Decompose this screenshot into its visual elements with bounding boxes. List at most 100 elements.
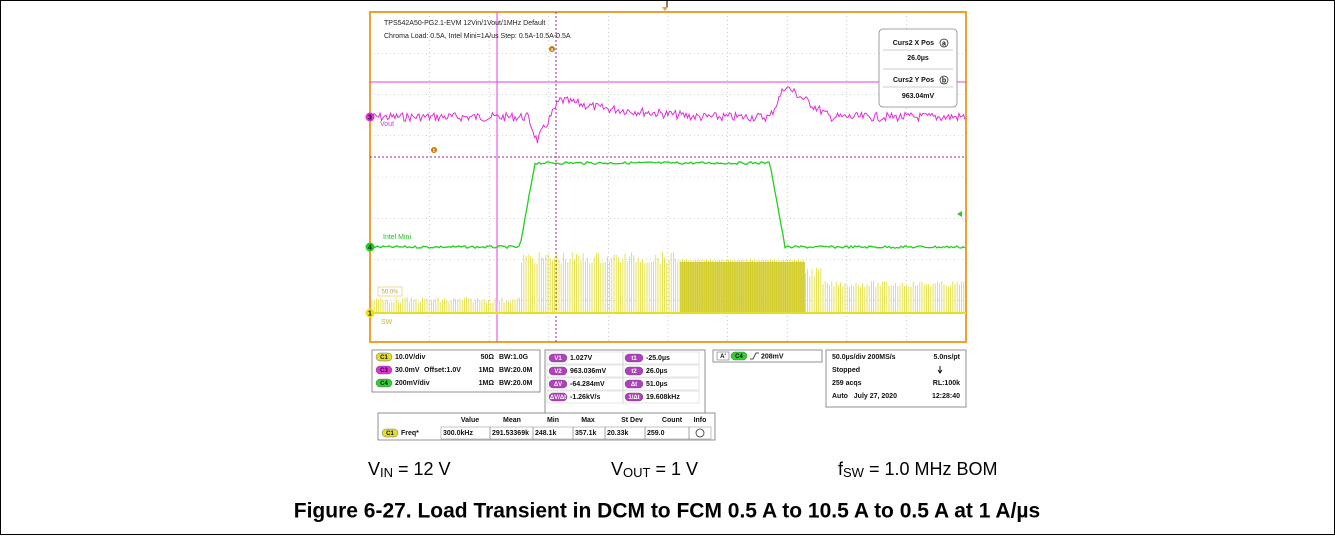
chip-label: C1 xyxy=(380,355,388,361)
measurement-header: Value xyxy=(461,417,479,424)
vout-trace xyxy=(370,85,966,144)
measurement-cell: 259.0 xyxy=(647,430,665,437)
cell xyxy=(688,426,712,440)
condition: VOUT = 1 V xyxy=(611,459,698,481)
measurement-cell: 248.1k xyxy=(535,430,557,437)
chip xyxy=(624,353,644,363)
cursor-box-marker-label: a xyxy=(942,40,946,47)
cursor-box xyxy=(878,28,958,108)
chip xyxy=(730,351,748,361)
condition: VIN = 12 V xyxy=(368,459,451,481)
level-tag xyxy=(377,286,403,297)
cursor-value: 51.0µs xyxy=(646,381,668,388)
chip xyxy=(375,365,393,375)
channel-marker xyxy=(365,112,375,122)
cursor-value: 1.027V xyxy=(570,355,593,362)
edge-icon xyxy=(750,352,759,360)
figure-title: Figure 6-27. Load Transient in DCM to FC… xyxy=(294,500,1040,523)
header-line: TPS542A50-PG2.1-EVM 12Vin/1Vout/1MHz Def… xyxy=(384,20,545,27)
chip-label: 1/Δt xyxy=(628,395,639,401)
trigger-level: 208mV xyxy=(761,353,784,360)
cursor-box-value: 26.0µs xyxy=(907,55,929,62)
measurement-header: Max xyxy=(581,417,595,424)
chip-label: t1 xyxy=(631,356,637,362)
cell xyxy=(622,364,700,378)
measurement-cell: 20.33k xyxy=(607,430,629,437)
measurement-header: St Dev xyxy=(621,417,643,424)
timebase-acqs: 259 acqs xyxy=(832,380,862,387)
cursor-box-value: 963.04mV xyxy=(902,93,935,100)
cell xyxy=(622,351,700,365)
cursor-box-marker xyxy=(939,38,949,48)
chip xyxy=(624,379,644,389)
header-line: Chroma Load: 0.5A, Intel Mini=1A/us Step… xyxy=(384,33,571,40)
cursor-marker xyxy=(549,46,555,52)
trigger-source: A' xyxy=(720,354,726,360)
sw-burst xyxy=(680,262,805,312)
channel-marker-label: 1 xyxy=(368,310,372,317)
chip-label: Δt xyxy=(631,382,637,388)
channel-bw: BW:20.0M xyxy=(499,380,532,387)
cursor-value: 19.608kHz xyxy=(646,394,680,401)
condition-symbol: f xyxy=(838,459,844,479)
channel-bw: BW:20.0M xyxy=(499,367,532,374)
timebase-rate: 50.0µs/div 200MS/s xyxy=(832,354,896,361)
cursor-box-label: Curs2 Y Pos xyxy=(893,77,934,84)
trigger-arrow xyxy=(662,7,668,11)
chip-label: C4 xyxy=(735,354,743,360)
condition-value: = 1.0 MHz BOM xyxy=(864,459,998,479)
trigger-tag xyxy=(716,351,730,361)
timebase-time: 12:28:40 xyxy=(932,393,960,400)
measurement-header: Mean xyxy=(503,417,521,424)
info-icon xyxy=(695,428,705,438)
ui: 3 4 1 Vout Intel Mini SW 50.0% a b TPS542A50-PG2.… xyxy=(294,20,1040,523)
measurement-cell: 300.0kHz xyxy=(443,430,473,437)
panel xyxy=(825,349,967,408)
cursor-value: -25.0µs xyxy=(646,355,670,362)
condition-subscript: IN xyxy=(380,465,393,480)
cell xyxy=(622,377,700,391)
timebase-mode: Auto July 27, 2020 xyxy=(832,393,897,400)
condition-value: = 12 V xyxy=(393,459,451,479)
condition-subscript: OUT xyxy=(623,465,651,480)
chip-label: ΔV xyxy=(554,382,562,388)
condition-symbol: V xyxy=(611,459,623,479)
cell xyxy=(622,390,700,404)
state-arrow xyxy=(937,366,943,374)
measurement-header: Min xyxy=(547,417,559,424)
chip-label: t2 xyxy=(631,369,637,375)
channel-marker-label: 4 xyxy=(368,244,372,251)
cursor-value: 963.036mV xyxy=(570,368,607,375)
channel-impedance: 1MΩ xyxy=(479,380,495,387)
channel-scale: 10.0V/div xyxy=(395,354,425,361)
measurement-header: Count xyxy=(662,417,683,424)
ref-arrow xyxy=(957,211,962,217)
channel-marker xyxy=(365,308,375,318)
condition-symbol: V xyxy=(368,459,380,479)
cursor-marker-label: a xyxy=(551,47,554,53)
level-label: 50.0% xyxy=(381,290,399,296)
chip xyxy=(624,366,644,376)
chip-label: ΔV/Δt xyxy=(550,395,566,401)
chip xyxy=(548,353,568,363)
channel-bw: BW:1.0G xyxy=(499,354,529,361)
timebase-pt: 5.0ns/pt xyxy=(934,354,961,361)
measurement-name: Freq* xyxy=(401,430,419,437)
chip xyxy=(548,366,568,376)
measurement-cell: 357.1k xyxy=(575,430,597,437)
chip xyxy=(548,379,568,389)
chip-label: C3 xyxy=(380,368,388,374)
chip xyxy=(624,392,644,402)
cursor-marker-label: b xyxy=(433,148,436,154)
cursor-value: -64.284mV xyxy=(570,381,605,388)
condition-subscript: SW xyxy=(843,465,865,480)
timebase-rl: RL:100k xyxy=(933,380,960,387)
condition: fSW = 1.0 MHz BOM xyxy=(838,459,998,481)
trace-label: Intel Mini xyxy=(383,234,411,241)
channel-scale: 200mV/div xyxy=(395,380,430,387)
cursor-value: -1.26kV/s xyxy=(570,394,600,401)
channel-scale: 30.0mV xyxy=(395,367,420,374)
channel-marker xyxy=(365,242,375,252)
channel-marker-label: 3 xyxy=(368,114,372,121)
